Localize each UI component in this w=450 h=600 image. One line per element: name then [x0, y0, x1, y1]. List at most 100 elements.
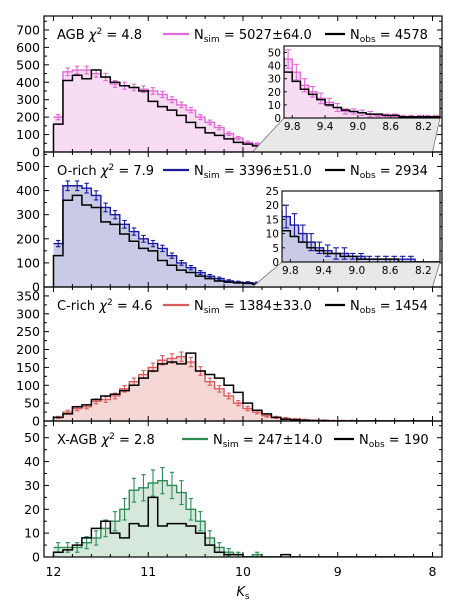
- y-tick-label: 150: [16, 360, 40, 375]
- sim-error-bar: [188, 106, 194, 114]
- sim-error-bar: [122, 219, 127, 229]
- sim-error-bar: [233, 69, 239, 114]
- inset-y-tick-label: 0: [272, 257, 279, 269]
- sim-error-bar: [65, 542, 70, 553]
- sim-error-bar: [188, 497, 194, 521]
- inset-y-tick-label: 25: [266, 186, 279, 198]
- y-tick-label: 300: [16, 207, 40, 222]
- sim-error-bar: [217, 124, 222, 131]
- sim-error-bar: [179, 351, 184, 362]
- y-tick-label: 40: [24, 454, 40, 469]
- panel-C-rich: 0 50 100 150 200 250 300 350 C-rich χ2 = 4.6 Nsim…: [16, 286, 443, 429]
- sim-error-bar: [112, 511, 118, 532]
- sim-fill-area: [282, 210, 440, 262]
- sim-error-bar: [74, 180, 80, 192]
- sim-error-bar: [285, 49, 291, 69]
- panel-name-label: O-rich χ2 = 7.9: [57, 163, 154, 179]
- sim-error-bar: [160, 90, 165, 99]
- sim-error-bar: [65, 67, 70, 77]
- sim-error-bar: [198, 270, 203, 276]
- sim-error-bar: [112, 210, 118, 220]
- y-tick-label: 10: [24, 526, 40, 541]
- sim-error-bar: [217, 385, 222, 393]
- sim-error-bar: [84, 536, 89, 550]
- sim-error-bar: [160, 244, 165, 253]
- sim-error-bar: [236, 135, 241, 141]
- sim-error-bar: [188, 356, 194, 368]
- inset-frame: [281, 190, 441, 263]
- inset-y-tick-label: 10: [268, 100, 281, 112]
- sim-fill-area: [53, 185, 433, 287]
- inset-x-tick-label: 9.0: [348, 265, 365, 277]
- sim-fill-area: [53, 356, 433, 421]
- sim-error-bar: [160, 466, 165, 495]
- sim-error-bar: [141, 474, 146, 502]
- inset-y-tick-label: 20: [266, 200, 279, 212]
- y-tick-label: 350: [16, 288, 40, 303]
- legend-obs-label: Nobs = 190: [359, 433, 429, 450]
- hist-group-X-AGB: [52, 466, 433, 557]
- x-tick-label: 9: [334, 564, 342, 579]
- inset-x-tick-label: 9.8: [282, 265, 299, 277]
- y-tick-label: 100: [16, 255, 40, 270]
- sim-error-bar: [93, 530, 99, 546]
- y-tick-label: 500: [16, 159, 40, 174]
- sim-error-bar: [179, 480, 184, 506]
- panel-name-label: X-AGB χ2 = 2.8: [57, 432, 155, 448]
- sim-error-bar: [217, 276, 222, 281]
- sim-error-bar: [318, 92, 324, 105]
- legend-sim-label: Nsim = 5027±64.0: [194, 28, 312, 45]
- inset-x-tick-label: 9.4: [315, 265, 332, 277]
- inset-x-tick-label: 8.2: [415, 265, 432, 277]
- sim-error-bar: [74, 542, 80, 553]
- sim-error-bar: [269, 1, 275, 25]
- sim-error-bar: [179, 101, 184, 109]
- y-tick-label: 100: [16, 378, 40, 393]
- sim-error-bar: [84, 65, 89, 75]
- x-axis-label: Ks: [236, 585, 250, 600]
- y-tick-label: 50: [24, 396, 40, 411]
- y-tick-label: 0: [32, 145, 40, 160]
- legend-obs-label: Nobs = 1454: [350, 299, 428, 316]
- inset-y-tick-label: 0: [274, 113, 281, 125]
- legend-obs-label: Nobs = 4578: [350, 28, 428, 45]
- sim-error-bar: [150, 239, 156, 248]
- obs-histogram-line: [282, 218, 440, 262]
- sim-error-bar: [399, 255, 406, 262]
- x-tick-label: 11: [140, 564, 156, 579]
- sim-error-bar: [217, 0, 223, 6]
- y-tick-label: 600: [16, 40, 40, 55]
- x-tick-label: 12: [46, 564, 62, 579]
- sim-error-bar: [341, 247, 348, 260]
- sim-error-bar: [103, 519, 108, 538]
- inset-x-tick-label: 9.8: [284, 121, 301, 133]
- legend-sim-label: Nsim = 247±14.0: [213, 433, 323, 450]
- sim-error-bar: [84, 182, 89, 194]
- legend-sim-label: Nsim = 1384±33.0: [194, 299, 312, 316]
- sim-error-bar: [198, 511, 203, 532]
- y-tick-label: 0: [32, 414, 40, 429]
- sim-error-bar: [150, 87, 156, 95]
- y-tick-label: 300: [16, 306, 40, 321]
- panel-X-AGB: 0 10 20 30 40 50 X-AGB χ2 = 2.8 Nsim = 247±14.0…: [24, 420, 443, 565]
- sim-error-bar: [226, 392, 231, 400]
- sim-error-bar: [131, 227, 137, 236]
- legend-AGB: AGB χ2 = 4.8 Nsim = 5027±64.0 Nobs = 4578: [57, 27, 428, 45]
- sim-error-bar: [324, 244, 331, 257]
- y-tick-label: 400: [16, 183, 40, 198]
- sim-error-bar: [169, 471, 175, 500]
- y-tick-label: 400: [16, 75, 40, 90]
- inset-y-tick-label: 15: [266, 214, 279, 226]
- inset-frame: [283, 45, 441, 119]
- sim-error-bar: [179, 259, 184, 266]
- sim-error-bar: [169, 252, 175, 259]
- sim-error-bar: [293, 63, 300, 81]
- legend-obs-label: Nobs = 2934: [350, 164, 428, 181]
- y-tick-label: 0: [32, 280, 40, 295]
- sim-error-bar: [245, 405, 250, 412]
- sim-error-bar: [258, 177, 264, 205]
- sim-error-bar: [103, 202, 108, 213]
- inset-x-tick-label: 8.2: [415, 121, 432, 133]
- y-tick-label: 200: [16, 231, 40, 246]
